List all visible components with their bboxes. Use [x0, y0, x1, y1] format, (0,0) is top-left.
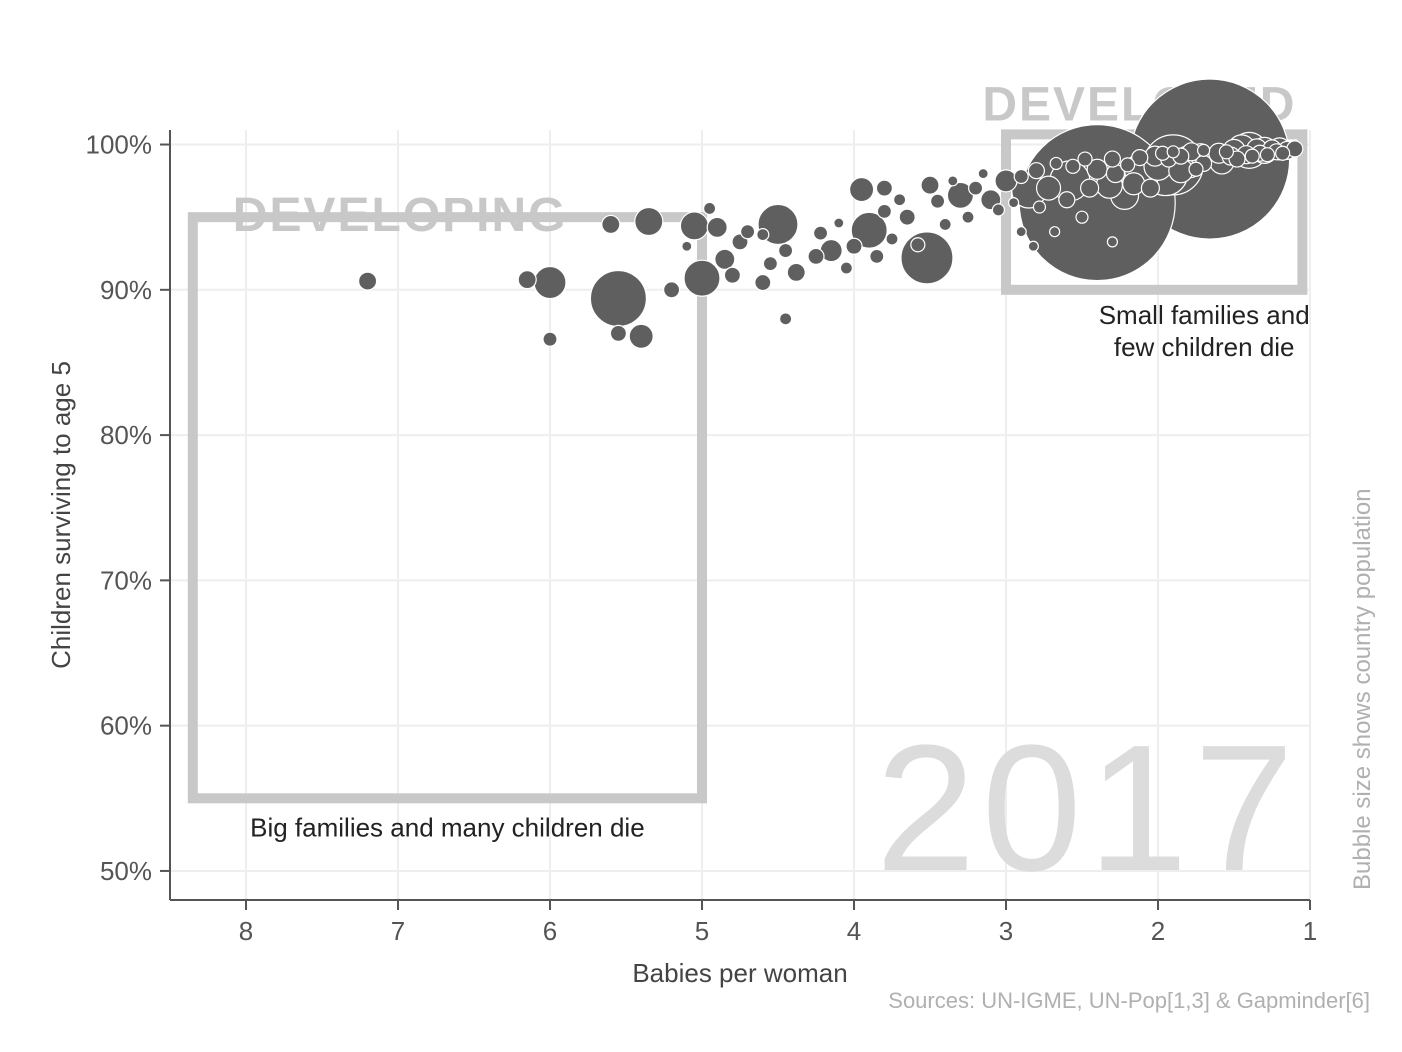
bubble — [921, 176, 939, 194]
developed-caption-2: few children die — [1114, 332, 1295, 362]
bubble — [962, 211, 974, 223]
x-tick-label: 8 — [239, 916, 253, 946]
developing-label: DEVELOPING — [233, 189, 568, 242]
y-tick-label: 50% — [100, 856, 152, 886]
bubble — [901, 232, 953, 284]
bubble — [894, 194, 906, 206]
bubble — [629, 324, 653, 348]
developed-caption-1: Small families and — [1099, 300, 1310, 330]
bubble — [948, 176, 958, 186]
bubble — [543, 332, 557, 346]
x-tick-label: 4 — [847, 916, 861, 946]
bubble — [1037, 176, 1061, 200]
bubble — [886, 233, 898, 245]
bubble — [755, 275, 771, 291]
bubble — [590, 271, 646, 327]
bubble — [1141, 179, 1159, 197]
bubble — [850, 178, 874, 202]
bubble — [724, 267, 740, 283]
y-tick-label: 70% — [100, 565, 152, 595]
bubble — [969, 181, 983, 195]
bubble — [1028, 241, 1038, 251]
bubble — [911, 238, 925, 252]
year-watermark: 2017 — [876, 708, 1300, 909]
bubble — [846, 238, 862, 254]
chart-svg: 2017 DEVELOPING Big families and many chil… — [0, 0, 1402, 1052]
bubble — [1107, 237, 1117, 247]
x-tick-label: 3 — [999, 916, 1013, 946]
bubble — [1009, 198, 1019, 208]
y-tick-label: 100% — [86, 130, 153, 160]
bubble — [840, 262, 852, 274]
bubble — [870, 249, 884, 263]
bubble — [1050, 227, 1060, 237]
bubble — [610, 325, 626, 341]
bubble — [664, 282, 680, 298]
bubble — [518, 271, 536, 289]
source-note: Sources: UN-IGME, UN-Pop[1,3] & Gapminde… — [888, 988, 1370, 1013]
bubble — [1121, 158, 1135, 172]
x-tick-label: 2 — [1151, 916, 1165, 946]
bubble — [602, 215, 620, 233]
bubble — [1059, 192, 1075, 208]
bubble — [1014, 169, 1028, 183]
bubble — [978, 169, 988, 179]
bubble — [787, 263, 805, 281]
bubble — [1104, 151, 1120, 167]
bubble — [780, 313, 792, 325]
bubble — [779, 244, 793, 258]
x-tick-label: 6 — [543, 916, 557, 946]
bubble — [1028, 163, 1044, 179]
bubble — [939, 218, 951, 230]
bubble — [1016, 227, 1026, 237]
bubble — [1219, 145, 1233, 159]
bubble — [1189, 162, 1203, 176]
bubble — [534, 267, 566, 299]
bubble — [680, 212, 708, 240]
bubble — [1260, 148, 1274, 162]
bubble — [1167, 146, 1179, 158]
y-tick-label: 80% — [100, 420, 152, 450]
bubble — [834, 218, 844, 228]
bubble — [1066, 159, 1080, 173]
bubble — [995, 170, 1017, 192]
bubble — [808, 248, 824, 264]
x-tick-label: 5 — [695, 916, 709, 946]
bubble — [1076, 211, 1088, 223]
bubble — [763, 257, 777, 271]
bubble — [741, 225, 755, 239]
y-axis-title: Children surviving to age 5 — [46, 361, 76, 669]
bubble — [635, 208, 663, 236]
bubble — [684, 260, 720, 296]
bubble — [876, 180, 892, 196]
bubble — [931, 194, 945, 208]
developing-caption: Big families and many children die — [250, 812, 645, 842]
bubble — [1198, 144, 1210, 156]
x-axis-title: Babies per woman — [632, 958, 847, 988]
bubble — [1078, 152, 1092, 166]
side-note: Bubble size shows country population — [1349, 488, 1376, 890]
bubble — [682, 241, 692, 251]
bubble — [715, 249, 735, 269]
y-tick-label: 60% — [100, 711, 152, 741]
bubble — [1033, 201, 1045, 213]
bubble — [1276, 146, 1290, 160]
bubble — [877, 204, 891, 218]
bubble — [1123, 173, 1145, 195]
bubble — [1050, 157, 1062, 169]
bubble — [1245, 149, 1259, 163]
bubble — [1081, 179, 1099, 197]
bubble — [707, 217, 727, 237]
bubble — [757, 229, 769, 241]
bubble — [814, 226, 828, 240]
x-tick-label: 1 — [1303, 916, 1317, 946]
bubble-chart: 2017 DEVELOPING Big families and many chil… — [0, 0, 1402, 1052]
bubble — [992, 204, 1004, 216]
bubble — [359, 272, 377, 290]
bubble — [704, 202, 716, 214]
bubble — [899, 209, 915, 225]
x-tick-label: 7 — [391, 916, 405, 946]
y-tick-label: 90% — [100, 275, 152, 305]
